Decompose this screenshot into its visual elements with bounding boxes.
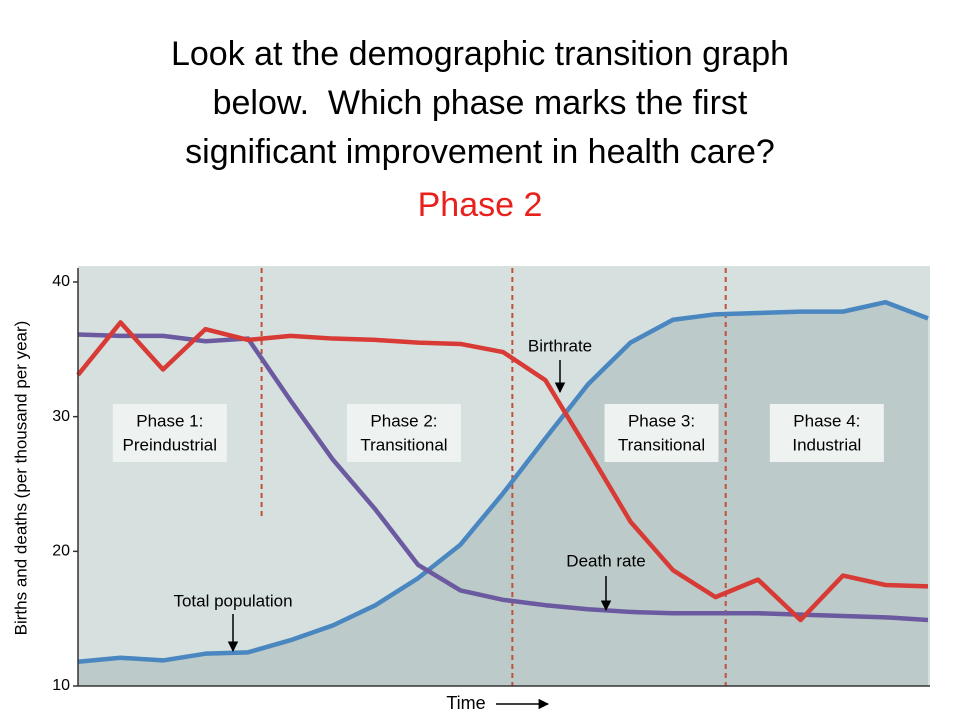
y-axis-label: Births and deaths (per thousand per year… (11, 321, 30, 636)
phase-box (769, 404, 884, 462)
phase-label: Transitional (618, 435, 705, 454)
x-axis-label: Time (446, 693, 485, 713)
phase-name: Phase 2: (370, 411, 437, 430)
question-line: significant improvement in health care? (185, 133, 775, 171)
phase-box (346, 404, 461, 462)
phase-label: Preindustrial (123, 435, 218, 454)
series-label: Total population (173, 591, 292, 610)
question-line: below. Which phase marks the first (212, 84, 748, 122)
phase-label: Industrial (792, 435, 861, 454)
phase-name: Phase 3: (628, 411, 695, 430)
phase-box (604, 404, 719, 462)
phase-label: Transitional (360, 435, 447, 454)
answer: Phase 2 (417, 186, 543, 224)
y-tick-label: 10 (52, 677, 70, 694)
phase-box (112, 404, 227, 462)
y-tick-label: 20 (52, 543, 70, 560)
series-label: Death rate (566, 551, 645, 570)
phase-name: Phase 4: (793, 411, 860, 430)
series-line (77, 299, 929, 664)
series-line (76, 320, 929, 623)
y-tick-label: 40 (52, 273, 70, 290)
question-line: Look at the demographic transition graph (170, 35, 790, 73)
phase-name: Phase 1: (136, 411, 203, 430)
series-label: Birthrate (528, 336, 592, 355)
series-line (77, 332, 929, 623)
y-tick-label: 30 (52, 408, 70, 425)
